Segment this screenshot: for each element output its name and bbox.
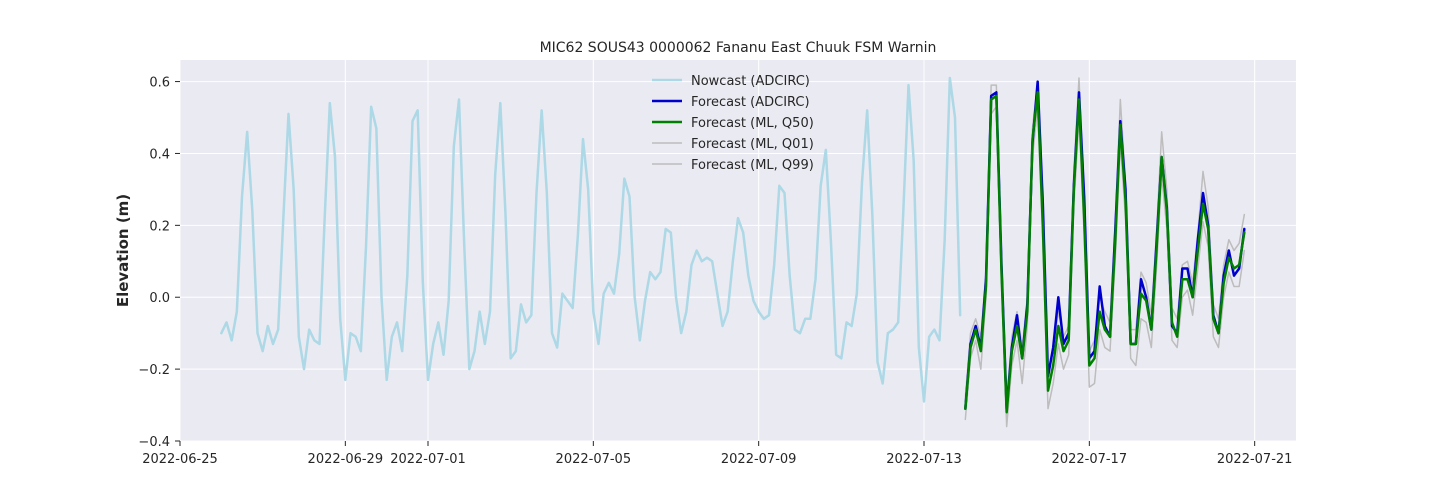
legend: Nowcast (ADCIRC) Forecast (ADCIRC) Forecas… bbox=[652, 74, 814, 173]
series-line-2 bbox=[964, 91, 1246, 414]
x-axis-ticks: 2022-06-25 2022-06-29 2022-07-01 2022-07-05… bbox=[142, 441, 1292, 467]
x-tick-label: 2022-07-13 bbox=[886, 452, 962, 467]
y-tick-label: 0.0 bbox=[149, 291, 170, 306]
legend-label-1: Forecast (ADCIRC) bbox=[691, 95, 810, 110]
x-tick-label: 2022-07-09 bbox=[721, 452, 797, 467]
y-tick-label: 0.6 bbox=[149, 76, 170, 91]
y-axis-ticks: −0.4 −0.2 0.0 0.2 0.4 0.6 bbox=[138, 76, 180, 450]
legend-label-3: Forecast (ML, Q01) bbox=[691, 137, 814, 152]
chart-title: MIC62 SOUS43 0000062 Fananu East Chuuk F… bbox=[540, 40, 937, 56]
legend-label-4: Forecast (ML, Q99) bbox=[691, 158, 814, 173]
y-tick-label: 0.4 bbox=[149, 147, 170, 162]
y-tick-label: −0.4 bbox=[138, 435, 170, 450]
legend-label-2: Forecast (ML, Q50) bbox=[691, 116, 814, 131]
y-tick-label: −0.2 bbox=[138, 363, 170, 378]
y-axis-label: Elevation (m) bbox=[114, 194, 132, 307]
series-lines bbox=[220, 76, 1246, 428]
series-line-0 bbox=[220, 76, 962, 403]
x-tick-label: 2022-06-29 bbox=[308, 452, 384, 467]
x-tick-label: 2022-07-05 bbox=[556, 452, 632, 467]
x-tick-label: 2022-07-21 bbox=[1217, 452, 1293, 467]
gridlines bbox=[179, 60, 1296, 442]
x-tick-label: 2022-06-25 bbox=[142, 452, 218, 467]
x-tick-label: 2022-07-17 bbox=[1052, 452, 1128, 467]
y-tick-label: 0.2 bbox=[149, 219, 170, 234]
legend-label-0: Nowcast (ADCIRC) bbox=[691, 74, 810, 89]
x-tick-label: 2022-07-01 bbox=[390, 452, 466, 467]
